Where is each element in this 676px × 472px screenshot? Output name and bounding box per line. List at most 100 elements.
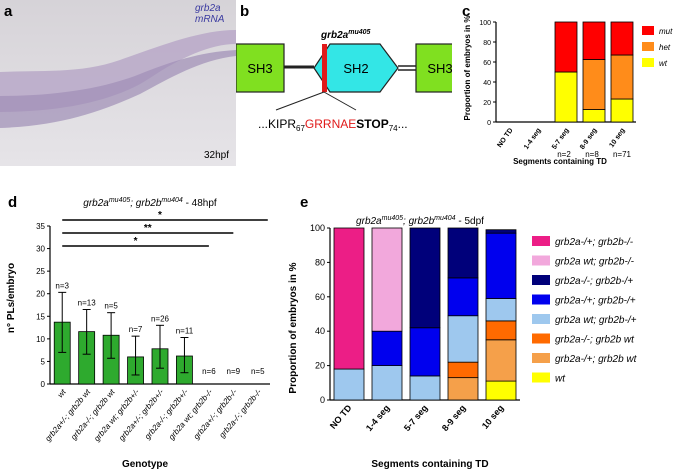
x-tick-label: 10 seg [608, 127, 626, 149]
y-tick-label: 0 [487, 120, 491, 127]
y-tick-label: 80 [315, 257, 325, 267]
y-tick-label: 20 [315, 361, 325, 371]
x-tick-label: 8-9 seg [440, 403, 468, 433]
mutation-site-marker [322, 44, 327, 92]
panel-d-chart: grb2amu405; grb2bmu404 - 48hpf n° PLs/em… [6, 197, 270, 470]
y-tick-label: 15 [36, 312, 45, 321]
significance-label: * [134, 236, 138, 247]
x-tick-label: grb2a-/-; grb2b+/- [143, 387, 190, 441]
sh3-label-left: SH3 [247, 61, 272, 76]
zebrafish-embryo-image [0, 30, 236, 128]
stacked-bar-segment [409, 327, 441, 377]
n-label: n=26 [151, 314, 170, 323]
panel-letter-e: e [300, 194, 309, 211]
mutant-sequence: ...KIPR67GRRNAESTOP74... [258, 117, 408, 133]
stacked-bar-segment [371, 330, 403, 366]
sh2-label: SH2 [343, 61, 368, 76]
legend-swatch [532, 372, 550, 383]
stacked-bar-segment [447, 315, 479, 363]
y-tick-label: 40 [315, 326, 325, 336]
stacked-bar-segment [610, 98, 634, 123]
n-label: n=9 [227, 367, 241, 376]
legend-swatch [532, 353, 550, 363]
x-tick-label: 1-4 seg [364, 403, 392, 433]
d-xlabel: Genotype [122, 459, 169, 470]
stacked-bar-segment [485, 339, 517, 382]
x-tick-label: 5-7 seg [402, 403, 430, 433]
x-tick-label: grb2a wt; grb2b-/- [167, 387, 215, 441]
legend-swatch [642, 58, 654, 67]
stacked-bar-segment [485, 320, 517, 341]
y-tick-label: 10 [36, 335, 45, 344]
legend-swatch [532, 314, 550, 324]
x-tick-label: grb2a+/-; grb2b-/- [192, 387, 239, 441]
x-tick-label: grb2a-/-; grb2b wt [69, 387, 117, 442]
stacked-bar-segment [610, 21, 634, 56]
y-tick-label: 60 [315, 292, 325, 302]
x-tick-label: grb2a wt; grb2b+/- [92, 387, 141, 443]
legend-swatch [642, 42, 654, 51]
stacked-bar-segment [485, 229, 517, 234]
sh3-label-right: SH3 [427, 61, 452, 76]
legend-label: grb2a-/-; grb2b-/+ [555, 276, 633, 287]
c-n-label: n=8 [585, 150, 599, 159]
legend-label: het [659, 43, 671, 52]
stacked-bar-segment [447, 277, 479, 317]
n-label: n=3 [55, 281, 69, 290]
stacked-bar-segment [447, 377, 479, 401]
y-tick-label: 80 [483, 40, 491, 47]
stacked-bar-segment [582, 109, 606, 123]
y-tick-label: 60 [483, 60, 491, 67]
panel-letter-a: a [4, 3, 13, 20]
panel-letter-d: d [8, 194, 18, 211]
stacked-bar-segment [333, 227, 365, 370]
stacked-bar-segment [582, 21, 606, 60]
x-tick-label: 1-4 seg [523, 127, 543, 151]
legend-swatch [642, 26, 654, 35]
panel-letter-b: b [240, 3, 250, 20]
stacked-bar-segment [582, 59, 606, 110]
c-n-label: n=2 [557, 150, 571, 159]
n-label: n=6 [202, 367, 216, 376]
legend-swatch [532, 236, 550, 246]
stacked-bar-segment [610, 54, 634, 100]
significance-label: ** [144, 223, 152, 234]
legend-label: wt [659, 59, 668, 68]
legend-label: grb2a-/+; grb2b-/- [555, 237, 634, 248]
x-tick-label: 8-9 seg [579, 127, 599, 151]
legend-label: grb2a wt; grb2b-/+ [555, 315, 637, 326]
protein-title: grb2amu405 [320, 29, 371, 41]
x-tick-label: NO TD [496, 127, 514, 149]
y-tick-label: 0 [41, 380, 46, 389]
stacked-bar-segment [371, 365, 403, 401]
stacked-bar-segment [485, 380, 517, 401]
legend-label: wt [555, 374, 566, 385]
y-tick-label: 30 [36, 245, 45, 254]
panel-a-image: grb2a mRNA 32hpf [0, 0, 236, 166]
y-tick-label: 25 [36, 267, 45, 276]
legend-swatch [532, 294, 550, 305]
d-title: grb2amu405; grb2bmu404 - 48hpf [83, 197, 217, 209]
x-tick-label: grb2a+/-; grb2b+/- [117, 387, 166, 442]
y-tick-label: 100 [310, 223, 325, 233]
x-tick-label: wt [56, 387, 69, 400]
n-label: n=5 [251, 367, 265, 376]
y-tick-label: 100 [479, 20, 491, 27]
stacked-bar-segment [554, 21, 578, 73]
sh3-domain-right [415, 43, 452, 93]
c-xlabel: Segments containing TD [513, 157, 607, 166]
callout-line-left [275, 91, 325, 111]
stacked-bar-segment [371, 227, 403, 332]
legend-label: grb2a-/+; grb2b-/+ [555, 296, 636, 307]
stacked-bar-segment [409, 227, 441, 329]
stage-label: 32hpf [204, 150, 230, 161]
legend-label: grb2a-/+; grb2b wt [555, 354, 638, 365]
stacked-bar-segment [485, 232, 517, 299]
x-tick-label: 5-7 seg [551, 127, 571, 151]
e-xlabel: Segments containing TD [371, 459, 488, 470]
c-n-label: n=71 [613, 150, 632, 159]
panel-letter-c: c [462, 3, 471, 20]
n-label: n=7 [129, 325, 143, 334]
stacked-bar-segment [409, 375, 441, 401]
x-tick-label: 10 seg [480, 403, 506, 431]
